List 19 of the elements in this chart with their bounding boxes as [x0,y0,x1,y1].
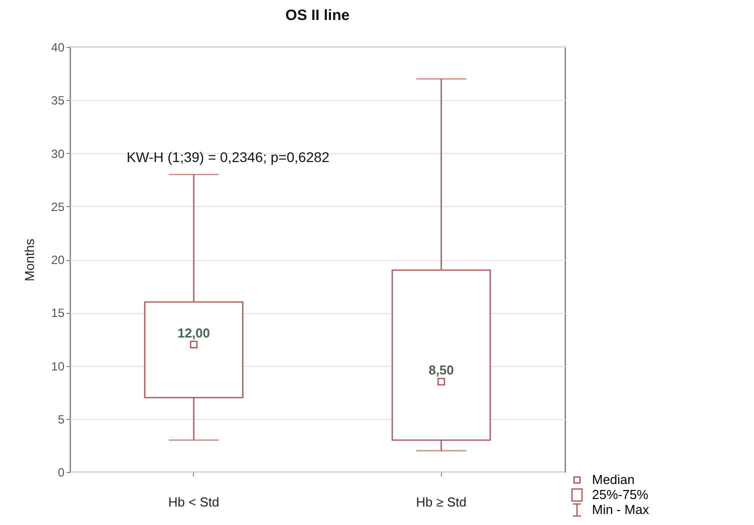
y-tick-label: 25 [51,200,65,214]
text: Min - Max [592,502,650,517]
x-tick-label: Hb < Std [168,494,220,510]
annotation: KW-H (1;39) = 0,2346; p=0,6282 [126,149,330,165]
text: Median [592,472,635,487]
y-tick-label: 10 [51,359,65,374]
y-tick-label: 5 [58,412,65,426]
x-tick-label: Hb ≥ Std [416,494,466,510]
annotation: 12,00 [177,326,210,340]
y-tick-label: 40 [51,40,65,54]
chart-title: OS II line [285,7,350,24]
y-tick-label: 35 [51,94,65,108]
y-tick-label: 30 [51,146,65,161]
y-tick-label: 0 [58,466,65,480]
y-tick-label: 20 [51,253,65,267]
y-axis-title: Months [22,238,38,282]
annotation: 8,50 [428,362,454,378]
text: 25%-75% [592,487,648,502]
y-tick-label: 15 [51,306,65,320]
